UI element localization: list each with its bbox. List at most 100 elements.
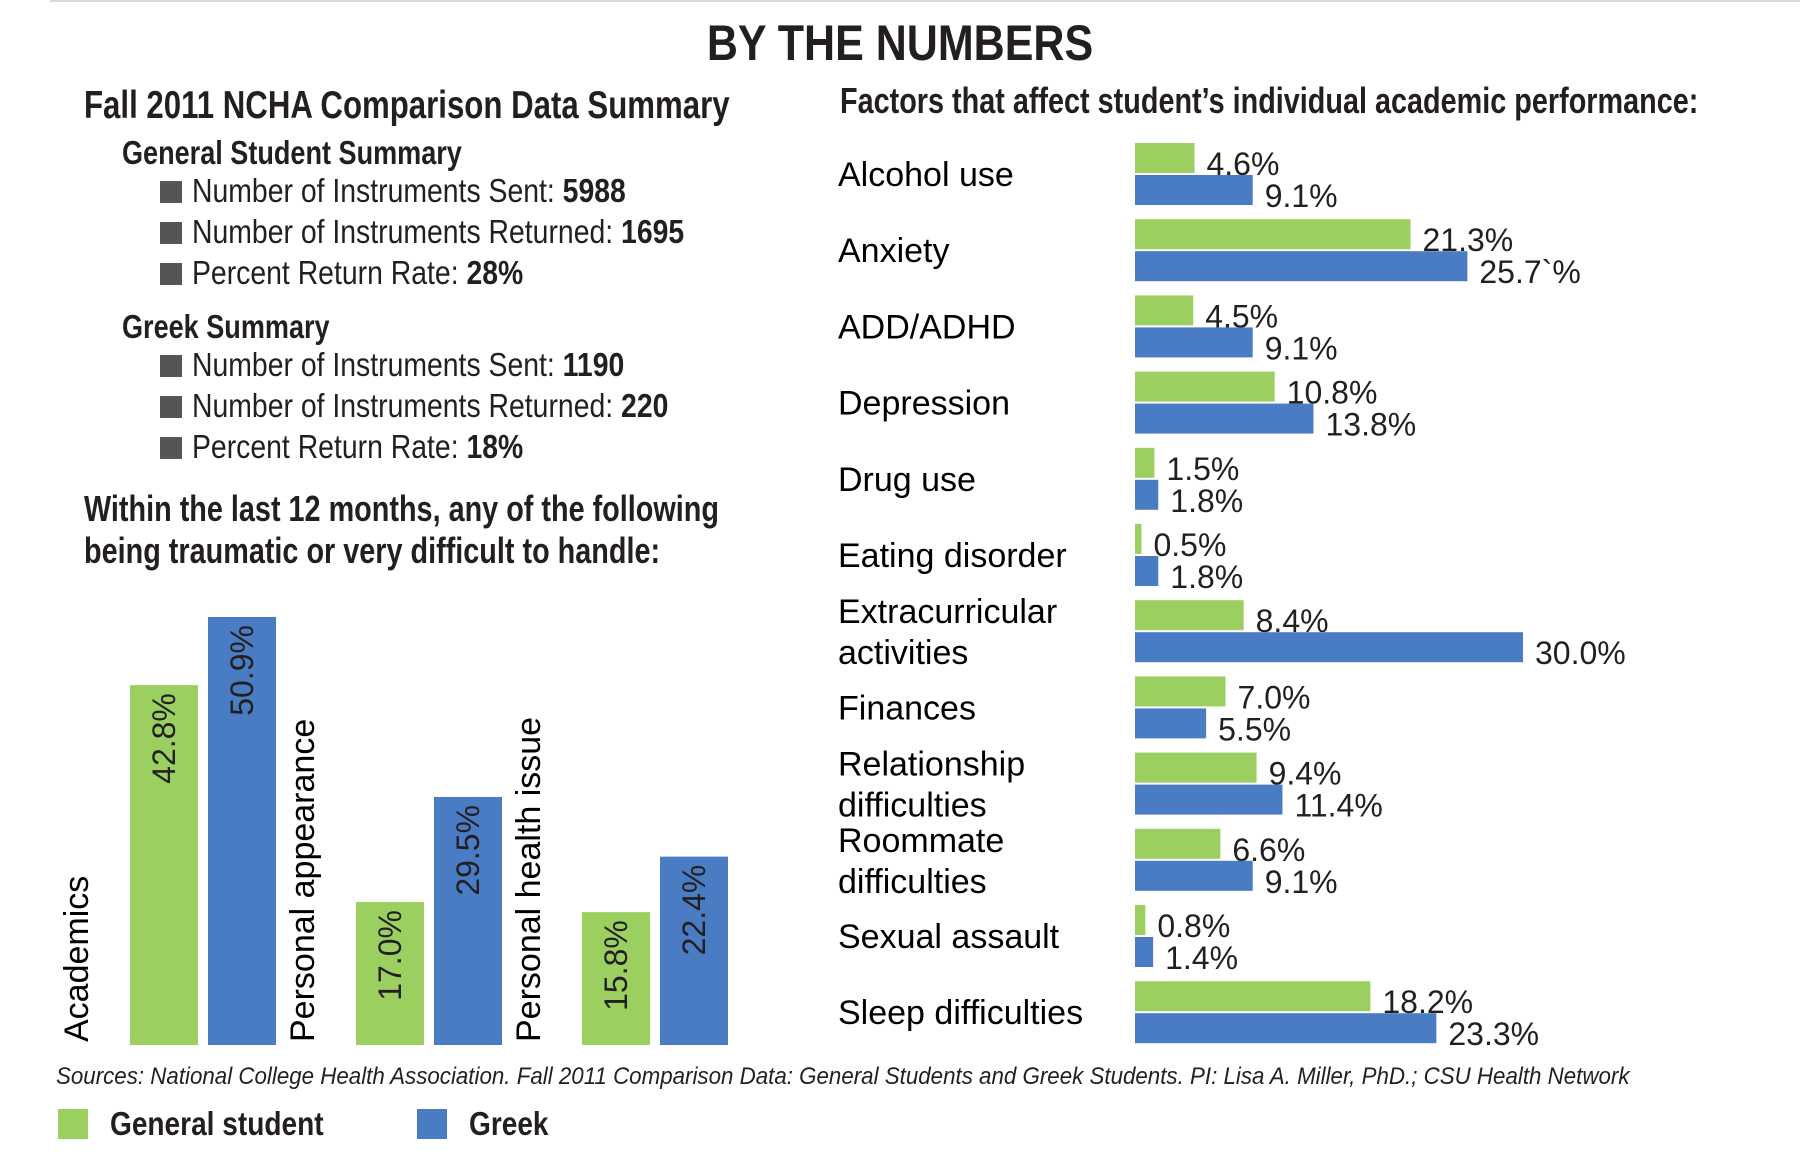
stat-label: Number of Instruments Sent: xyxy=(192,346,555,383)
bullet-square-icon xyxy=(160,222,182,244)
category-label: Roommate xyxy=(838,822,1004,860)
bar xyxy=(1135,860,1253,891)
bar xyxy=(582,912,650,1045)
legend-label: General student xyxy=(110,1105,324,1142)
data-label: 17.0% xyxy=(372,910,408,1001)
bar xyxy=(1135,752,1257,783)
bar xyxy=(130,685,198,1045)
stat-value: 18% xyxy=(466,428,524,465)
bar xyxy=(1135,632,1523,663)
greek-stat-returned: Number of Instruments Returned: 220 xyxy=(160,387,746,425)
general-stat-rate: Percent Return Rate: 28% xyxy=(160,254,577,292)
horizontal-bar-chart: Alcohol use 4.6%9.1%Anxiety 21.3%25.7`%ADD… xyxy=(838,143,1626,1052)
top-rule xyxy=(50,0,1800,2)
bar xyxy=(1135,143,1195,173)
bar xyxy=(1135,447,1155,478)
stat-value: 1695 xyxy=(621,213,685,250)
bar xyxy=(1135,403,1314,434)
category-label: Personal health issue xyxy=(510,717,548,1042)
data-label: 23.3% xyxy=(1448,1016,1539,1052)
bar xyxy=(1135,327,1253,358)
bar xyxy=(1135,295,1194,326)
data-label: 1.4% xyxy=(1165,940,1238,976)
data-label: 42.8% xyxy=(146,693,182,784)
general-stat-returned: Number of Instruments Returned: 1695 xyxy=(160,213,764,251)
data-label: 13.8% xyxy=(1325,407,1416,443)
data-label: 0.5% xyxy=(1153,527,1226,563)
stat-value: 28% xyxy=(466,254,524,291)
category-label: difficulties xyxy=(838,787,987,825)
bar xyxy=(1135,676,1226,707)
bullet-square-icon xyxy=(160,355,182,377)
bar xyxy=(1135,175,1253,205)
bar xyxy=(1135,828,1221,859)
category-label: activities xyxy=(838,634,968,672)
category-label: Alcohol use xyxy=(838,156,1014,194)
stat-label: Number of Instruments Sent: xyxy=(192,172,555,209)
legend-item-greek: Greek xyxy=(417,1105,563,1143)
category-label: ADD/ADHD xyxy=(838,308,1016,346)
category-label: Drug use xyxy=(838,461,976,499)
bar xyxy=(1135,479,1159,510)
source-note: Sources: National College Health Associa… xyxy=(56,1063,1630,1090)
summary-heading: Fall 2011 NCHA Comparison Data Summary xyxy=(84,84,730,127)
bar xyxy=(1135,708,1207,739)
vertical-chart-title: Within the last 12 months, any of the fo… xyxy=(84,488,719,572)
general-summary-heading: General Student Summary xyxy=(122,134,462,171)
category-label: Sleep difficulties xyxy=(838,994,1083,1032)
category-label: Academics xyxy=(58,876,96,1042)
data-label: 1.8% xyxy=(1170,559,1243,595)
data-label: 0.8% xyxy=(1157,908,1230,944)
bar xyxy=(356,902,424,1045)
bar xyxy=(1135,1013,1437,1044)
stat-label: Percent Return Rate: xyxy=(192,428,459,465)
stat-label: Percent Return Rate: xyxy=(192,254,459,291)
legend-swatch xyxy=(58,1109,88,1139)
bar xyxy=(434,796,502,1045)
greek-summary-heading: Greek Summary xyxy=(122,308,330,345)
category-label: Depression xyxy=(838,385,1010,423)
data-label: 30.0% xyxy=(1535,635,1626,671)
data-label: 11.4% xyxy=(1294,788,1382,824)
category-label: Personal appearance xyxy=(284,719,322,1042)
data-label: 9.1% xyxy=(1265,864,1338,900)
bar xyxy=(1135,371,1275,402)
bar xyxy=(1135,981,1371,1012)
data-label: 9.1% xyxy=(1265,330,1338,366)
category-label: difficulties xyxy=(838,863,987,901)
general-stat-sent: Number of Instruments Sent: 5988 xyxy=(160,172,696,210)
data-label: 25.7`% xyxy=(1479,254,1580,290)
bullet-square-icon xyxy=(160,396,182,418)
stat-value: 220 xyxy=(621,387,669,424)
legend-item-general: General student xyxy=(58,1105,361,1143)
bar xyxy=(1135,937,1154,967)
data-label: 1.8% xyxy=(1170,483,1243,519)
data-label: 50.9% xyxy=(224,625,260,716)
bullet-square-icon xyxy=(160,263,182,285)
vertical-chart-title-line-1: Within the last 12 months, any of the fo… xyxy=(84,488,719,529)
stat-label: Number of Instruments Returned: xyxy=(192,213,614,250)
bar xyxy=(1135,600,1244,631)
legend-label: Greek xyxy=(469,1105,549,1142)
bar xyxy=(1135,219,1411,250)
bullet-square-icon xyxy=(160,437,182,459)
bar xyxy=(1135,784,1283,815)
bar xyxy=(1135,524,1142,554)
stat-value: 1190 xyxy=(562,346,625,383)
greek-stat-rate: Percent Return Rate: 18% xyxy=(160,428,577,466)
category-label: Extracurricular xyxy=(838,593,1057,631)
category-label: Anxiety xyxy=(838,232,950,270)
bar xyxy=(208,617,276,1045)
category-label: Relationship xyxy=(838,746,1025,784)
bullet-square-icon xyxy=(160,181,182,203)
bar xyxy=(660,856,728,1045)
page-title: BY THE NUMBERS xyxy=(706,15,1094,71)
data-label: 7.0% xyxy=(1238,679,1311,715)
vertical-bar-chart: Academics 42.8% 50.9% Personal appearance 17… xyxy=(58,617,728,1045)
stat-value: 5988 xyxy=(562,172,626,209)
data-label: 5.5% xyxy=(1218,711,1291,747)
data-label: 29.5% xyxy=(450,805,486,896)
data-label: 9.1% xyxy=(1265,178,1338,214)
category-label: Finances xyxy=(838,689,976,727)
data-label: 1.5% xyxy=(1166,451,1239,487)
